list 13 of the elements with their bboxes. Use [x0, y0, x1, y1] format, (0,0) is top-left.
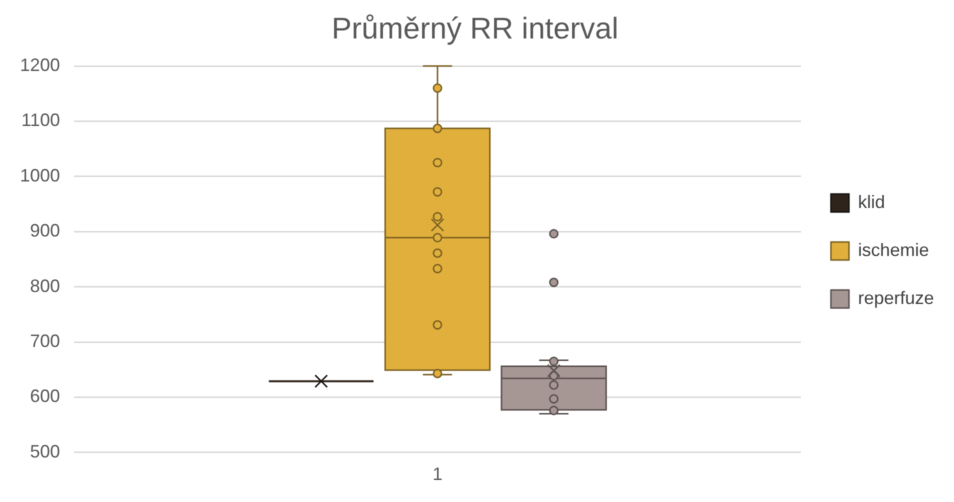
y-tick-label: 1200	[20, 54, 60, 75]
y-tick-label: 1000	[20, 165, 60, 186]
legend-label: klid	[858, 192, 885, 212]
legend-label: ischemie	[858, 240, 929, 260]
y-tick-label: 500	[30, 441, 60, 462]
y-tick-label: 800	[30, 276, 60, 296]
y-tick-label: 1100	[21, 110, 60, 130]
y-tick-label: 900	[30, 220, 60, 241]
chart-title: Průměrný RR interval	[332, 12, 618, 46]
legend-label: reperfuze	[858, 288, 934, 308]
y-tick-label: 700	[30, 330, 60, 351]
y-tick-label: 600	[30, 386, 60, 406]
x-tick-label: 1	[432, 464, 443, 484]
